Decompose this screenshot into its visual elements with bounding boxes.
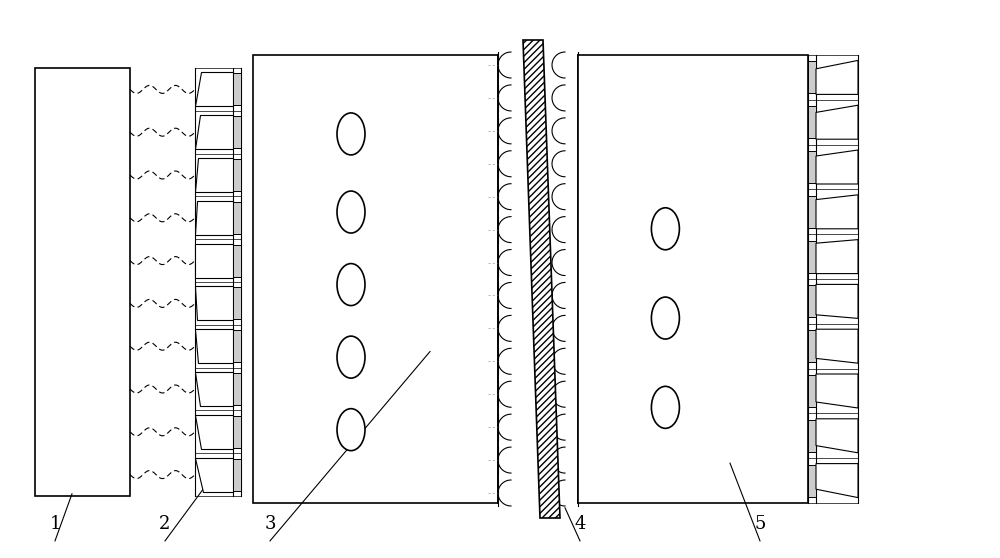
Polygon shape — [195, 458, 233, 492]
Bar — [808, 61, 816, 93]
Polygon shape — [816, 464, 858, 498]
Polygon shape — [816, 285, 858, 319]
Ellipse shape — [337, 336, 365, 378]
Ellipse shape — [651, 208, 679, 250]
Polygon shape — [195, 73, 233, 107]
Polygon shape — [816, 60, 858, 94]
Bar — [808, 465, 816, 497]
Bar — [233, 416, 241, 448]
Bar — [578, 55, 808, 503]
Bar — [35, 68, 130, 496]
Polygon shape — [195, 372, 233, 406]
Polygon shape — [816, 329, 858, 363]
Text: 5: 5 — [754, 515, 766, 533]
Bar — [808, 330, 816, 362]
Ellipse shape — [337, 263, 365, 306]
Ellipse shape — [651, 386, 679, 429]
Text: 4: 4 — [574, 515, 586, 533]
Ellipse shape — [651, 297, 679, 339]
Bar — [253, 55, 498, 503]
Polygon shape — [195, 329, 233, 363]
Polygon shape — [816, 374, 858, 408]
Polygon shape — [816, 150, 858, 184]
Bar — [233, 116, 241, 148]
Polygon shape — [816, 105, 858, 139]
Text: 2: 2 — [159, 515, 171, 533]
Bar — [233, 202, 241, 234]
Bar — [233, 459, 241, 490]
Bar — [233, 330, 241, 362]
Bar — [808, 285, 816, 318]
Polygon shape — [816, 239, 858, 273]
Bar — [808, 106, 816, 138]
Polygon shape — [195, 158, 233, 192]
Bar — [808, 375, 816, 407]
Bar — [808, 240, 816, 273]
Bar — [233, 287, 241, 319]
Bar — [233, 159, 241, 191]
Polygon shape — [523, 40, 560, 518]
Bar — [808, 420, 816, 452]
Bar — [233, 74, 241, 105]
Text: 3: 3 — [264, 515, 276, 533]
Bar — [808, 151, 816, 183]
Text: 1: 1 — [49, 515, 61, 533]
Polygon shape — [195, 415, 233, 449]
Polygon shape — [195, 286, 233, 320]
Polygon shape — [195, 244, 233, 277]
Polygon shape — [816, 195, 858, 229]
Ellipse shape — [337, 191, 365, 233]
Bar — [808, 196, 816, 228]
Polygon shape — [195, 115, 233, 149]
Bar — [233, 244, 241, 277]
Ellipse shape — [337, 408, 365, 451]
Bar — [233, 373, 241, 405]
Ellipse shape — [337, 113, 365, 155]
Polygon shape — [195, 201, 233, 235]
Polygon shape — [816, 419, 858, 453]
